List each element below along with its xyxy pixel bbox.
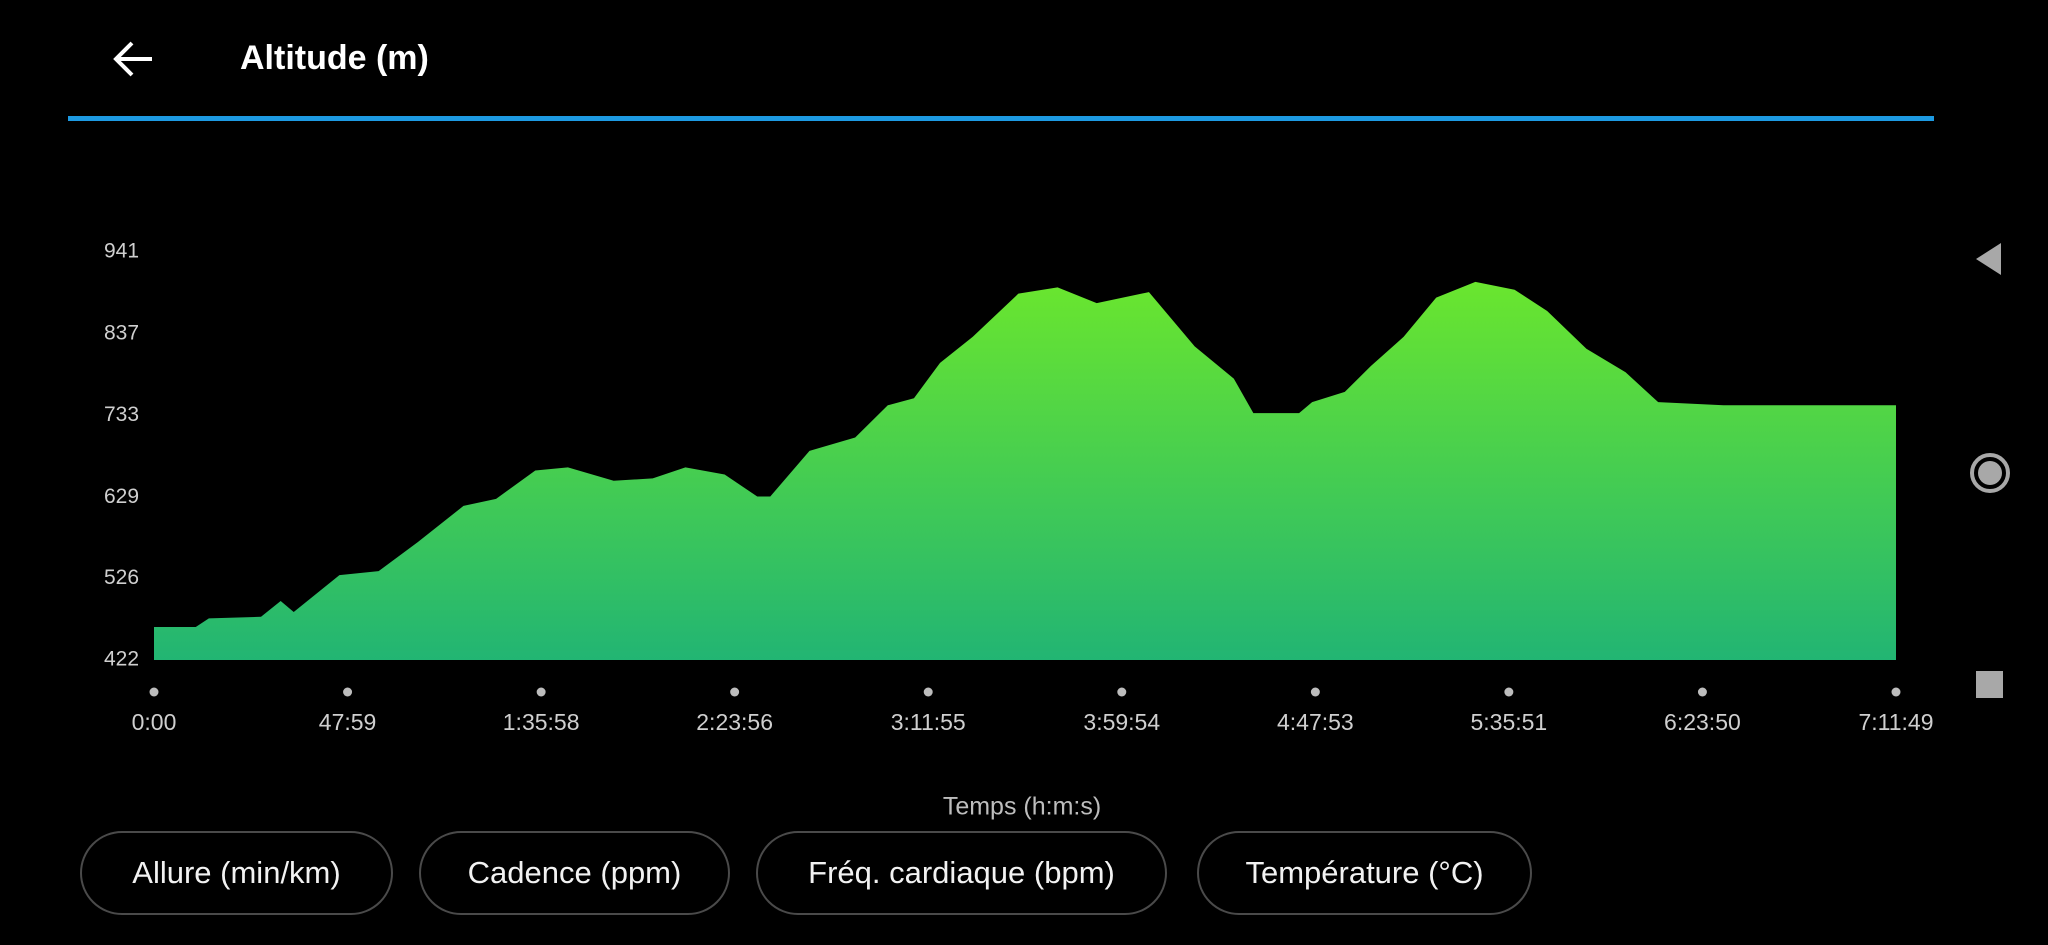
x-tick-dot bbox=[730, 687, 740, 697]
x-tick-label: 5:35:51 bbox=[1470, 709, 1547, 735]
x-tick-label: 7:11:49 bbox=[1858, 709, 1933, 735]
x-tick-label: 3:59:54 bbox=[1083, 709, 1160, 735]
metric-button-outline bbox=[419, 831, 730, 915]
x-tick-label: 1:35:58 bbox=[503, 709, 580, 735]
metric-button-outline bbox=[80, 831, 393, 915]
metric-button-outline bbox=[756, 831, 1167, 915]
header-title: Altitude (m) bbox=[240, 39, 429, 77]
x-tick-dot bbox=[1891, 687, 1901, 697]
metric-button-label: Température (°C) bbox=[1245, 855, 1483, 890]
nav-recents[interactable] bbox=[1976, 671, 2003, 698]
x-tick-dot bbox=[1310, 687, 1320, 697]
y-tick-label: 941 bbox=[104, 240, 139, 263]
metric-button-label: Allure (min/km) bbox=[132, 855, 340, 890]
y-tick-label: 422 bbox=[104, 648, 139, 671]
metric-button[interactable]: Température (°C) bbox=[1197, 831, 1532, 915]
metric-button[interactable]: Cadence (ppm) bbox=[419, 831, 730, 915]
chart: 422 526 629 733 837 941 0:00 47:59 1:35:58 2:23:5… bbox=[104, 240, 1934, 736]
x-tick-dot bbox=[1504, 687, 1514, 697]
back-button[interactable] bbox=[113, 41, 152, 77]
x-tick-dot bbox=[1697, 687, 1707, 697]
x-tick-label: 3:11:55 bbox=[891, 709, 966, 735]
metric-buttons: Allure (min/km) Cadence (ppm) Fréq. cardia… bbox=[80, 831, 1532, 915]
x-tick-label: 47:59 bbox=[319, 709, 377, 735]
x-tick-label: 4:47:53 bbox=[1277, 709, 1354, 735]
x-axis-title: Temps (h:m:s) bbox=[943, 793, 1101, 821]
x-tick-dot bbox=[149, 687, 159, 697]
x-tick-dot bbox=[536, 687, 546, 697]
header-underline bbox=[68, 116, 1934, 121]
metric-button[interactable]: Fréq. cardiaque (bpm) bbox=[756, 831, 1167, 915]
y-tick-label: 733 bbox=[104, 403, 139, 426]
x-tick-label: 2:23:56 bbox=[696, 709, 773, 735]
y-tick-label: 629 bbox=[104, 485, 139, 508]
x-tick-dot bbox=[1117, 687, 1127, 697]
metric-button-label: Fréq. cardiaque (bpm) bbox=[808, 855, 1115, 890]
metric-button-outline bbox=[1197, 831, 1532, 915]
x-tick-label: 0:00 bbox=[132, 709, 177, 735]
x-tick-dot bbox=[343, 687, 353, 697]
nav-back[interactable] bbox=[1976, 243, 2001, 275]
x-tick-label: 6:23:50 bbox=[1664, 709, 1741, 735]
y-tick-label: 837 bbox=[104, 321, 139, 344]
nav-home[interactable] bbox=[1970, 453, 2010, 493]
metric-button-label: Cadence (ppm) bbox=[468, 855, 682, 890]
x-tick-dot bbox=[923, 687, 933, 697]
metric-button[interactable]: Allure (min/km) bbox=[80, 831, 393, 915]
y-tick-label: 526 bbox=[104, 566, 139, 589]
altitude-area bbox=[154, 281, 1896, 660]
